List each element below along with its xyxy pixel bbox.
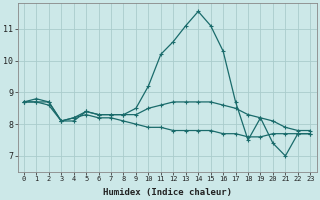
X-axis label: Humidex (Indice chaleur): Humidex (Indice chaleur) (103, 188, 232, 197)
